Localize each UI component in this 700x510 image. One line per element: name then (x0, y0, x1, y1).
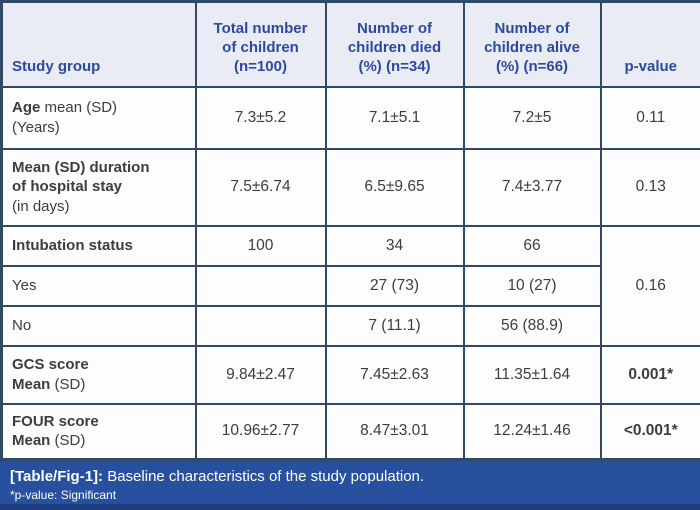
row-label-bold: Age (12, 99, 41, 116)
cell-total: 100 (194, 224, 327, 267)
header-total-children: Total number of children (n=100) (194, 0, 327, 88)
header-study-group: Study group (0, 0, 197, 88)
header-children-died: Number of children died (%) (n=34) (324, 0, 465, 88)
row-label: FOUR score Mean (SD) (0, 402, 197, 461)
row-label-rest: Yes (12, 276, 37, 294)
significance-note: *p-value: Significant (10, 487, 117, 502)
row-label: GCS score Mean (SD) (0, 344, 197, 405)
cell-alive: 10 (27) (462, 264, 602, 307)
header-p-value: p-value (599, 0, 700, 88)
row-label-bold: Mean (SD) duration of hospital stay (12, 158, 150, 196)
cell-p-value: 0.001* (599, 344, 700, 405)
table-row-age: Age mean (SD) (Years) 7.3±5.2 7.1±5.1 7.… (0, 85, 700, 150)
table-row-hospital-stay: Mean (SD) duration of hospital stay (in … (0, 147, 700, 227)
table-caption-label: [Table/Fig-1]: (10, 468, 104, 485)
header-row: Study group Total number of children (n=… (0, 0, 700, 88)
row-label-bold: GCS score Mean (12, 356, 89, 393)
row-label-rest: No (12, 316, 32, 334)
row-label-rest: mean (SD) (Years) (12, 99, 118, 136)
table-caption-bar: [Table/Fig-1]: Baseline characteristics … (0, 461, 700, 510)
row-label: Mean (SD) duration of hospital stay (in … (0, 147, 197, 227)
cell-total: 7.3±5.2 (194, 85, 327, 150)
cell-alive: 66 (462, 224, 602, 267)
cell-alive: 11.35±1.64 (462, 344, 602, 405)
cell-total (194, 304, 327, 347)
cell-p-value: <0.001* (599, 402, 700, 461)
cell-total: 9.84±2.47 (194, 344, 327, 405)
cell-p-value: 0.13 (599, 147, 700, 227)
cell-alive: 7.4±3.77 (462, 147, 602, 227)
row-label: No (0, 304, 197, 347)
cell-died: 27 (73) (324, 264, 465, 307)
cell-p-value-merged: 0.16 (599, 224, 700, 347)
cell-total: 10.96±2.77 (194, 402, 327, 461)
cell-died: 8.47±3.01 (324, 402, 465, 461)
cell-died: 7 (11.1) (324, 304, 465, 347)
cell-alive: 7.2±5 (462, 85, 602, 150)
cell-died: 6.5±9.65 (324, 147, 465, 227)
row-label-rest: (SD) (50, 432, 86, 450)
cell-died: 34 (324, 224, 465, 267)
row-label: Age mean (SD) (Years) (0, 85, 197, 150)
row-label-bold: Intubation status (12, 236, 133, 254)
cell-alive: 12.24±1.46 (462, 402, 602, 461)
table-row-intubation-status: Intubation status 100 34 66 0.16 (0, 224, 700, 347)
cell-alive: 56 (88.9) (462, 304, 602, 347)
cell-died: 7.1±5.1 (324, 85, 465, 150)
cell-p-value: 0.11 (599, 85, 700, 150)
cell-died: 7.45±2.63 (324, 344, 465, 405)
row-label: Yes (0, 264, 197, 307)
cell-total (194, 264, 327, 307)
table-row-intubation-yes: Yes 27 (73) 10 (27) (0, 264, 700, 307)
header-children-alive: Number of children alive (%) (n=66) (462, 0, 602, 88)
table-row-gcs-score: GCS score Mean (SD) 9.84±2.47 7.45±2.63 … (0, 344, 700, 405)
row-label-rest: (SD) (50, 375, 86, 393)
row-label-rest: (in days) (12, 197, 70, 215)
row-label-bold: FOUR score Mean (12, 412, 99, 450)
row-label: Intubation status (0, 224, 197, 267)
table-caption: [Table/Fig-1]: Baseline characteristics … (10, 467, 690, 487)
cell-total: 7.5±6.74 (194, 147, 327, 227)
table-row-four-score: FOUR score Mean (SD) 10.96±2.77 8.47±3.0… (0, 402, 700, 461)
table-row-intubation-no: No 7 (11.1) 56 (88.9) (0, 304, 700, 347)
table-caption-text: Baseline characteristics of the study po… (103, 468, 425, 485)
baseline-characteristics-table: Study group Total number of children (n=… (0, 0, 700, 461)
